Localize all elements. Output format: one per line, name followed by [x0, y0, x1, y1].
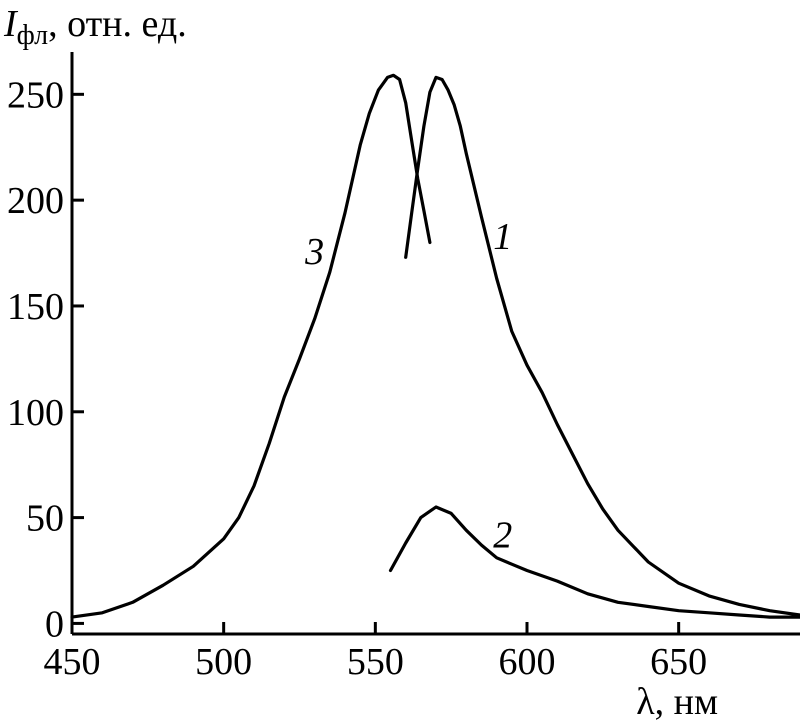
y-axis-symbol: I [3, 3, 19, 45]
curve-label-2: 2 [493, 515, 512, 557]
y-axis-unit: , отн. ед. [48, 3, 187, 45]
y-axis-subscript: фл [17, 20, 48, 51]
x-axis-title: λ, нм [636, 681, 718, 723]
x-tick-label: 450 [44, 641, 101, 683]
x-tick-label: 650 [650, 641, 707, 683]
y-tick-label: 250 [7, 74, 64, 116]
x-tick-label: 500 [195, 641, 252, 683]
y-tick-label: 200 [7, 180, 64, 222]
x-tick-label: 550 [347, 641, 404, 683]
series-line-2 [388, 505, 800, 619]
x-tick-label: 600 [499, 641, 556, 683]
y-tick-label: 0 [45, 603, 64, 645]
y-ticks: 0 50 100 150 200 250 [7, 74, 84, 645]
svg-text:Iфл, отн. ед.: Iфл, отн. ед. [3, 3, 187, 51]
x-ticks: 450 500 550 600 650 [44, 622, 707, 683]
series-group: 1 2 3 [70, 73, 800, 619]
y-tick-label: 100 [7, 392, 64, 434]
y-tick-label: 150 [7, 286, 64, 328]
curve-label-1: 1 [493, 216, 512, 258]
series-line-3 [70, 73, 432, 619]
curve-label-3: 3 [304, 231, 324, 273]
y-axis-title: Iфл, отн. ед. [3, 3, 187, 51]
series-line-1 [404, 75, 800, 617]
y-tick-label: 50 [26, 498, 64, 540]
